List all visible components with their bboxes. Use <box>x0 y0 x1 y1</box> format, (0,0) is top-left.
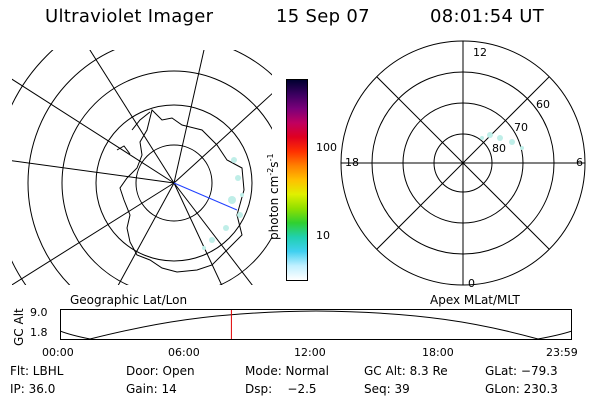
alt-xtick-1800: 18:00 <box>422 346 454 359</box>
mlt-label-18: 18 <box>345 156 359 169</box>
alt-ytick-1-8: 1.8 <box>30 326 48 339</box>
alt-ytick-9: 9.0 <box>30 306 48 319</box>
altitude-strip-plot <box>60 309 572 340</box>
filter-info: Flt: LBHL <box>10 364 64 378</box>
mlat-label-70: 70 <box>514 121 528 134</box>
colorbar-tick-10: 10 <box>316 229 330 242</box>
antarctica-coastline <box>119 109 245 273</box>
alt-xtick-0000: 00:00 <box>42 346 74 359</box>
mlt-label-0: 0 <box>468 277 475 290</box>
color-bar <box>286 79 308 281</box>
mlat-label-60: 60 <box>536 98 550 111</box>
alt-plot-ylabel: GC Alt <box>12 308 26 346</box>
colorbar-unit-label: photon cm-2s-1 <box>266 153 281 240</box>
glon-info: GLon: 230.3 <box>485 382 558 396</box>
magnetic-polar-panel <box>340 40 586 286</box>
time-label: 08:01:54 UT <box>430 6 545 27</box>
gain-info: Gain: 14 <box>126 382 177 396</box>
door-info: Door: Open <box>126 364 195 378</box>
mlt-label-6: 6 <box>576 156 583 169</box>
dsp-info: Dsp: −2.5 <box>245 382 317 396</box>
gc-alt-info: GC Alt: 8.3 Re <box>364 364 448 378</box>
mlt-label-12: 12 <box>473 46 487 59</box>
alt-xtick-1200: 12:00 <box>294 346 326 359</box>
colorbar-tick-100: 100 <box>316 141 337 154</box>
sun-direction-line <box>173 182 238 211</box>
seq-info: Seq: 39 <box>364 382 410 396</box>
mlat-label-80: 80 <box>492 142 506 155</box>
glat-info: GLat: −79.3 <box>485 364 558 378</box>
date-label: 15 Sep 07 <box>276 6 370 27</box>
instrument-title: Ultraviolet Imager <box>45 6 214 27</box>
ip-info: IP: 36.0 <box>10 382 56 396</box>
geographic-map-panel <box>12 50 272 285</box>
mode-info: Mode: Normal <box>245 364 329 378</box>
apex-caption: Apex MLat/MLT <box>430 293 520 307</box>
geographic-caption: Geographic Lat/Lon <box>70 293 188 307</box>
alt-xtick-2359: 23:59 <box>546 346 578 359</box>
alt-xtick-0600: 06:00 <box>168 346 200 359</box>
